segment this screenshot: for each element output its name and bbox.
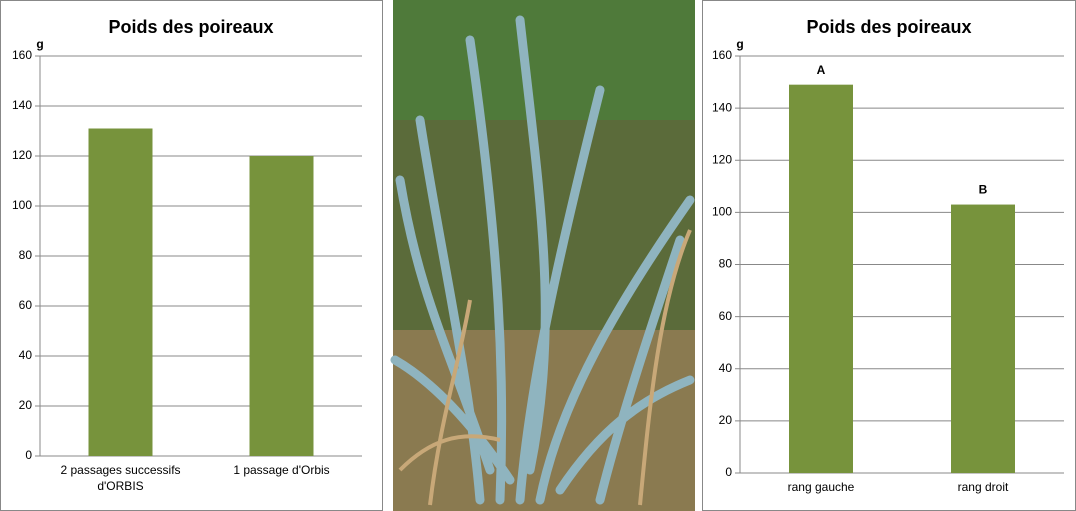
photo [390,0,695,511]
bar [249,156,314,456]
y-tick-label: 140 [712,100,732,114]
x-label-box: rang gauche [787,480,855,494]
y-tick-label: 20 [719,413,733,427]
y-tick-label: 100 [12,198,32,212]
y-unit: g [36,37,43,51]
x-tick-label: 2 passages successifs d'ORBIS [60,463,181,493]
y-tick-label: 120 [12,148,32,162]
y-tick-label: 40 [719,361,733,375]
x-label-box: 2 passages successifs d'ORBIS [60,463,181,493]
x-tick-label: 1 passage d'Orbis [233,463,330,477]
chart-title: Poids des poireaux [108,17,273,37]
y-tick-label: 160 [712,48,732,62]
bar [88,128,153,456]
y-tick-label: 140 [12,98,32,112]
bar [789,84,853,473]
y-tick-label: 0 [725,465,732,479]
y-tick-label: 60 [19,298,33,312]
y-tick-label: 100 [712,205,732,219]
y-tick-label: 160 [12,48,32,62]
y-tick-label: 0 [25,448,32,462]
y-tick-label: 20 [19,398,33,412]
annotation: A [817,63,826,77]
chart-frame [702,0,1076,511]
x-tick-label: rang droit [957,480,1009,494]
x-tick-label: rang gauche [787,480,855,494]
chart-title: Poids des poireaux [806,17,971,37]
y-tick-label: 80 [19,248,33,262]
y-tick-label: 80 [719,257,733,271]
annotation: B [979,183,988,197]
y-tick-label: 40 [19,348,33,362]
y-unit: g [736,37,743,51]
x-label-box: 1 passage d'Orbis [233,463,330,477]
x-label-box: rang droit [957,480,1009,494]
bar [951,204,1015,473]
y-tick-label: 60 [719,309,733,323]
y-tick-label: 120 [712,152,732,166]
